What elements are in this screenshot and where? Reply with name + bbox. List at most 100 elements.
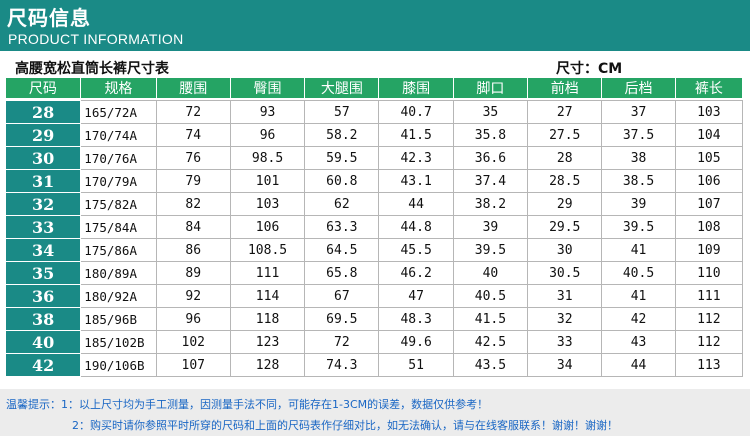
table-body: 28 165/72A 72 93 57 40.7 35 27 37 103 29 170/74A 74 9… bbox=[4, 98, 744, 377]
measurement-cell: 29 bbox=[527, 192, 603, 216]
page-title: 尺码信息 bbox=[7, 6, 91, 30]
measurement-cell: 48.3 bbox=[378, 307, 454, 331]
measurement-cell: 39.5 bbox=[452, 238, 529, 262]
measurement-cell: 43.1 bbox=[378, 169, 454, 193]
measurement-cell: 37.5 bbox=[601, 123, 676, 147]
measurement-cell: 42 bbox=[601, 307, 676, 331]
measurement-cell: 41 bbox=[601, 284, 676, 308]
column-header: 裤长 bbox=[675, 78, 744, 98]
measurement-cell: 27 bbox=[527, 100, 603, 124]
spec-cell: 190/106B bbox=[80, 353, 157, 377]
measurement-cell: 112 bbox=[674, 330, 744, 354]
measurement-cell: 38 bbox=[601, 146, 676, 170]
measurement-cell: 113 bbox=[674, 353, 744, 377]
spec-cell: 175/84A bbox=[80, 215, 157, 239]
table-row: 40 185/102B 102 123 72 49.6 42.5 33 43 112 bbox=[4, 330, 744, 354]
measurement-cell: 96 bbox=[155, 307, 231, 331]
measurement-cell: 123 bbox=[229, 330, 306, 354]
measurement-cell: 108.5 bbox=[229, 238, 306, 262]
measurement-cell: 102 bbox=[155, 330, 231, 354]
size-cell: 42 bbox=[4, 353, 82, 377]
measurement-cell: 128 bbox=[229, 353, 306, 377]
measurement-cell: 65.8 bbox=[304, 261, 380, 285]
size-table: 尺码 规格 腰围 臀围 大腿围 膝围 脚口 前档 后档 裤长 28 165/72A 72 93 57 40.… bbox=[4, 78, 744, 377]
measurement-cell: 42.3 bbox=[378, 146, 454, 170]
measurement-cell: 44.8 bbox=[378, 215, 454, 239]
measurement-cell: 38.2 bbox=[452, 192, 529, 216]
note-line-2: 2：购买时请你参照平时所穿的尺码和上面的尺码表作仔细对比，如无法确认，请与在线客… bbox=[72, 419, 618, 432]
measurement-cell: 84 bbox=[155, 215, 231, 239]
size-cell: 33 bbox=[4, 215, 82, 239]
measurement-cell: 63.3 bbox=[304, 215, 380, 239]
measurement-cell: 110 bbox=[674, 261, 744, 285]
measurement-cell: 47 bbox=[378, 284, 454, 308]
spec-cell: 170/79A bbox=[80, 169, 157, 193]
measurement-cell: 29.5 bbox=[527, 215, 603, 239]
column-header: 后档 bbox=[601, 78, 676, 98]
measurement-cell: 40.5 bbox=[601, 261, 676, 285]
measurement-cell: 60.8 bbox=[304, 169, 380, 193]
measurement-cell: 114 bbox=[229, 284, 306, 308]
measurement-cell: 40.7 bbox=[378, 100, 454, 124]
table-row: 32 175/82A 82 103 62 44 38.2 29 39 107 bbox=[4, 192, 744, 216]
measurement-cell: 41 bbox=[601, 238, 676, 262]
measurement-cell: 36.6 bbox=[452, 146, 529, 170]
notes-footer: 温馨提示：1：以上尺寸均为手工测量，因测量手法不同，可能存在1-3CM的误差，数… bbox=[0, 389, 750, 436]
measurement-cell: 45.5 bbox=[378, 238, 454, 262]
column-header: 前档 bbox=[527, 78, 603, 98]
unit-label: 尺寸：CM bbox=[556, 61, 623, 77]
table-row: 42 190/106B 107 128 74.3 51 43.5 34 44 113 bbox=[4, 353, 744, 377]
measurement-cell: 86 bbox=[155, 238, 231, 262]
spec-cell: 170/76A bbox=[80, 146, 157, 170]
column-header: 大腿围 bbox=[304, 78, 380, 98]
spec-cell: 170/74A bbox=[80, 123, 157, 147]
page-subtitle: PRODUCT INFORMATION bbox=[8, 31, 184, 47]
measurement-cell: 40.5 bbox=[452, 284, 529, 308]
measurement-cell: 104 bbox=[674, 123, 744, 147]
measurement-cell: 51 bbox=[378, 353, 454, 377]
measurement-cell: 76 bbox=[155, 146, 231, 170]
measurement-cell: 108 bbox=[674, 215, 744, 239]
measurement-cell: 42.5 bbox=[452, 330, 529, 354]
note-line-1: 温馨提示：1：以上尺寸均为手工测量，因测量手法不同，可能存在1-3CM的误差，数… bbox=[6, 398, 489, 411]
measurement-cell: 49.6 bbox=[378, 330, 454, 354]
measurement-cell: 96 bbox=[229, 123, 306, 147]
size-cell: 28 bbox=[4, 100, 82, 124]
measurement-cell: 106 bbox=[229, 215, 306, 239]
measurement-cell: 109 bbox=[674, 238, 744, 262]
measurement-cell: 105 bbox=[674, 146, 744, 170]
size-cell: 30 bbox=[4, 146, 82, 170]
measurement-cell: 57 bbox=[304, 100, 380, 124]
measurement-cell: 118 bbox=[229, 307, 306, 331]
measurement-cell: 82 bbox=[155, 192, 231, 216]
measurement-cell: 44 bbox=[378, 192, 454, 216]
product-bar: 高腰宽松直筒长裤尺寸表 尺寸：CM bbox=[0, 51, 750, 79]
spec-cell: 180/92A bbox=[80, 284, 157, 308]
measurement-cell: 72 bbox=[155, 100, 231, 124]
spec-cell: 175/86A bbox=[80, 238, 157, 262]
measurement-cell: 46.2 bbox=[378, 261, 454, 285]
measurement-cell: 35.8 bbox=[452, 123, 529, 147]
table-row: 29 170/74A 74 96 58.2 41.5 35.8 27.5 37.5 104 bbox=[4, 123, 744, 147]
column-header: 规格 bbox=[80, 78, 157, 98]
product-name: 高腰宽松直筒长裤尺寸表 bbox=[15, 61, 169, 77]
size-cell: 36 bbox=[4, 284, 82, 308]
measurement-cell: 30 bbox=[527, 238, 603, 262]
measurement-cell: 67 bbox=[304, 284, 380, 308]
measurement-cell: 28 bbox=[527, 146, 603, 170]
column-header: 膝围 bbox=[378, 78, 454, 98]
measurement-cell: 35 bbox=[452, 100, 529, 124]
measurement-cell: 62 bbox=[304, 192, 380, 216]
measurement-cell: 92 bbox=[155, 284, 231, 308]
spacer-cell bbox=[5, 98, 743, 101]
measurement-cell: 69.5 bbox=[304, 307, 380, 331]
measurement-cell: 111 bbox=[674, 284, 744, 308]
table-row: 38 185/96B 96 118 69.5 48.3 41.5 32 42 112 bbox=[4, 307, 744, 331]
table-header-row: 尺码 规格 腰围 臀围 大腿围 膝围 脚口 前档 后档 裤长 bbox=[5, 78, 744, 98]
measurement-cell: 111 bbox=[229, 261, 306, 285]
size-cell: 40 bbox=[4, 330, 82, 354]
spec-cell: 185/102B bbox=[80, 330, 157, 354]
measurement-cell: 41.5 bbox=[378, 123, 454, 147]
measurement-cell: 106 bbox=[674, 169, 744, 193]
column-header: 尺码 bbox=[5, 78, 82, 98]
